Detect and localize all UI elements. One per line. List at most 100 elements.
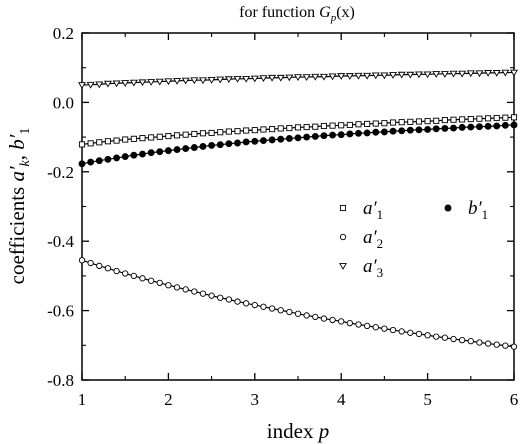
series-1-point — [217, 129, 224, 136]
series-1-point — [78, 141, 86, 148]
series-1-point — [303, 123, 310, 131]
series-1-point — [441, 117, 448, 124]
series-3-point — [164, 78, 173, 86]
series-1-point — [139, 135, 146, 142]
series-2-point — [329, 316, 336, 324]
series-3-point — [414, 71, 423, 79]
series-3-point — [337, 73, 346, 80]
series-3-point — [302, 74, 311, 81]
y-axis-label: coefficients a′k, b′1 — [5, 128, 33, 285]
series-4-point — [415, 126, 423, 134]
series-2-point — [225, 296, 233, 303]
legend-label-4: b′1 — [468, 198, 488, 222]
chart-title-suffix: (x) — [336, 4, 355, 21]
y-tick-label--0-4: -0.4 — [47, 232, 74, 251]
series-1-point — [191, 130, 198, 138]
series-4-point — [337, 131, 345, 139]
series-3-point — [397, 71, 406, 79]
series-2-point — [407, 329, 414, 336]
series-2-point — [122, 270, 129, 277]
x-tick-label-4: 4 — [337, 390, 346, 409]
series-1-point — [364, 120, 371, 127]
series-1-point — [173, 132, 181, 139]
series-4-point — [208, 141, 216, 149]
series-1-point — [294, 124, 302, 131]
series-1-point — [355, 121, 362, 128]
series-2-point — [96, 262, 103, 269]
series-3-point — [345, 73, 354, 80]
series-1-point — [398, 119, 405, 126]
series-3-point — [501, 69, 510, 77]
series-4-point — [329, 131, 337, 139]
series-1-point — [199, 130, 207, 137]
series-3-point — [207, 76, 216, 84]
series-3-point — [268, 74, 277, 82]
series-3-point — [78, 82, 86, 89]
series-3-point — [121, 80, 130, 87]
series-1-point — [459, 116, 466, 123]
series-4-point — [87, 158, 95, 166]
series-1-point — [122, 136, 129, 143]
series-2-point — [208, 292, 215, 299]
series-4-point — [225, 140, 233, 148]
series-1-point — [225, 128, 232, 135]
series-1-point — [312, 123, 319, 130]
series-1-point — [329, 122, 336, 129]
series-4-point — [130, 151, 138, 159]
series-3-point — [198, 77, 207, 85]
series-1-point — [260, 126, 267, 133]
series-1-point — [130, 135, 137, 142]
y-axis-label-b: b′ — [5, 134, 29, 150]
series-4-point — [113, 154, 121, 162]
series-2-point — [355, 321, 362, 328]
series-4-point — [398, 127, 406, 135]
series-2-point — [130, 272, 137, 280]
y-axis-label-b-sub: 1 — [18, 128, 33, 135]
series-4-point — [294, 134, 302, 142]
series-3-point — [432, 71, 441, 78]
series-4-point — [355, 129, 362, 137]
series-1-point — [407, 118, 414, 125]
series-1-point — [476, 115, 483, 122]
x-axis-label-text: index — [267, 419, 319, 443]
series-4-point — [441, 124, 449, 132]
series-4-point — [285, 135, 293, 142]
y-tick-label--0-2: -0.2 — [47, 163, 74, 182]
series-2-point — [243, 300, 250, 307]
series-2-point — [217, 294, 224, 301]
series-3-point — [354, 72, 363, 80]
series-2-point — [441, 334, 449, 341]
series-4-point — [346, 130, 354, 138]
y-axis-label-a: a′ — [5, 166, 29, 182]
series-1-point — [269, 126, 276, 133]
series-4-point — [95, 157, 103, 165]
series-2-point — [251, 301, 258, 309]
series-2-point — [398, 328, 405, 335]
series-3-point — [492, 70, 501, 77]
series-2-point — [87, 259, 94, 267]
series-3-point — [458, 70, 467, 78]
series-4-point — [190, 144, 198, 151]
series-2-point — [372, 324, 379, 331]
series-3-point — [233, 75, 242, 83]
series-3-point — [294, 74, 302, 81]
series-2-point — [104, 265, 112, 272]
series-4-point — [450, 124, 457, 132]
series-1-point — [182, 131, 189, 138]
series-1-point — [87, 140, 94, 147]
series-3-point — [406, 71, 415, 79]
series-1-point — [415, 118, 423, 125]
series-4-point — [458, 123, 466, 131]
series-2-point — [346, 319, 353, 327]
series-3-point — [466, 70, 475, 78]
series-2-point — [415, 330, 423, 337]
series-4-point — [311, 132, 319, 140]
series-3-point — [389, 72, 398, 79]
series-3-point — [216, 76, 225, 84]
series-3-point — [86, 81, 95, 89]
data-markers — [78, 69, 518, 350]
series-1-point — [346, 121, 353, 129]
series-2-point — [493, 341, 500, 348]
series-4-point — [121, 153, 129, 160]
series-3-point — [440, 71, 449, 78]
